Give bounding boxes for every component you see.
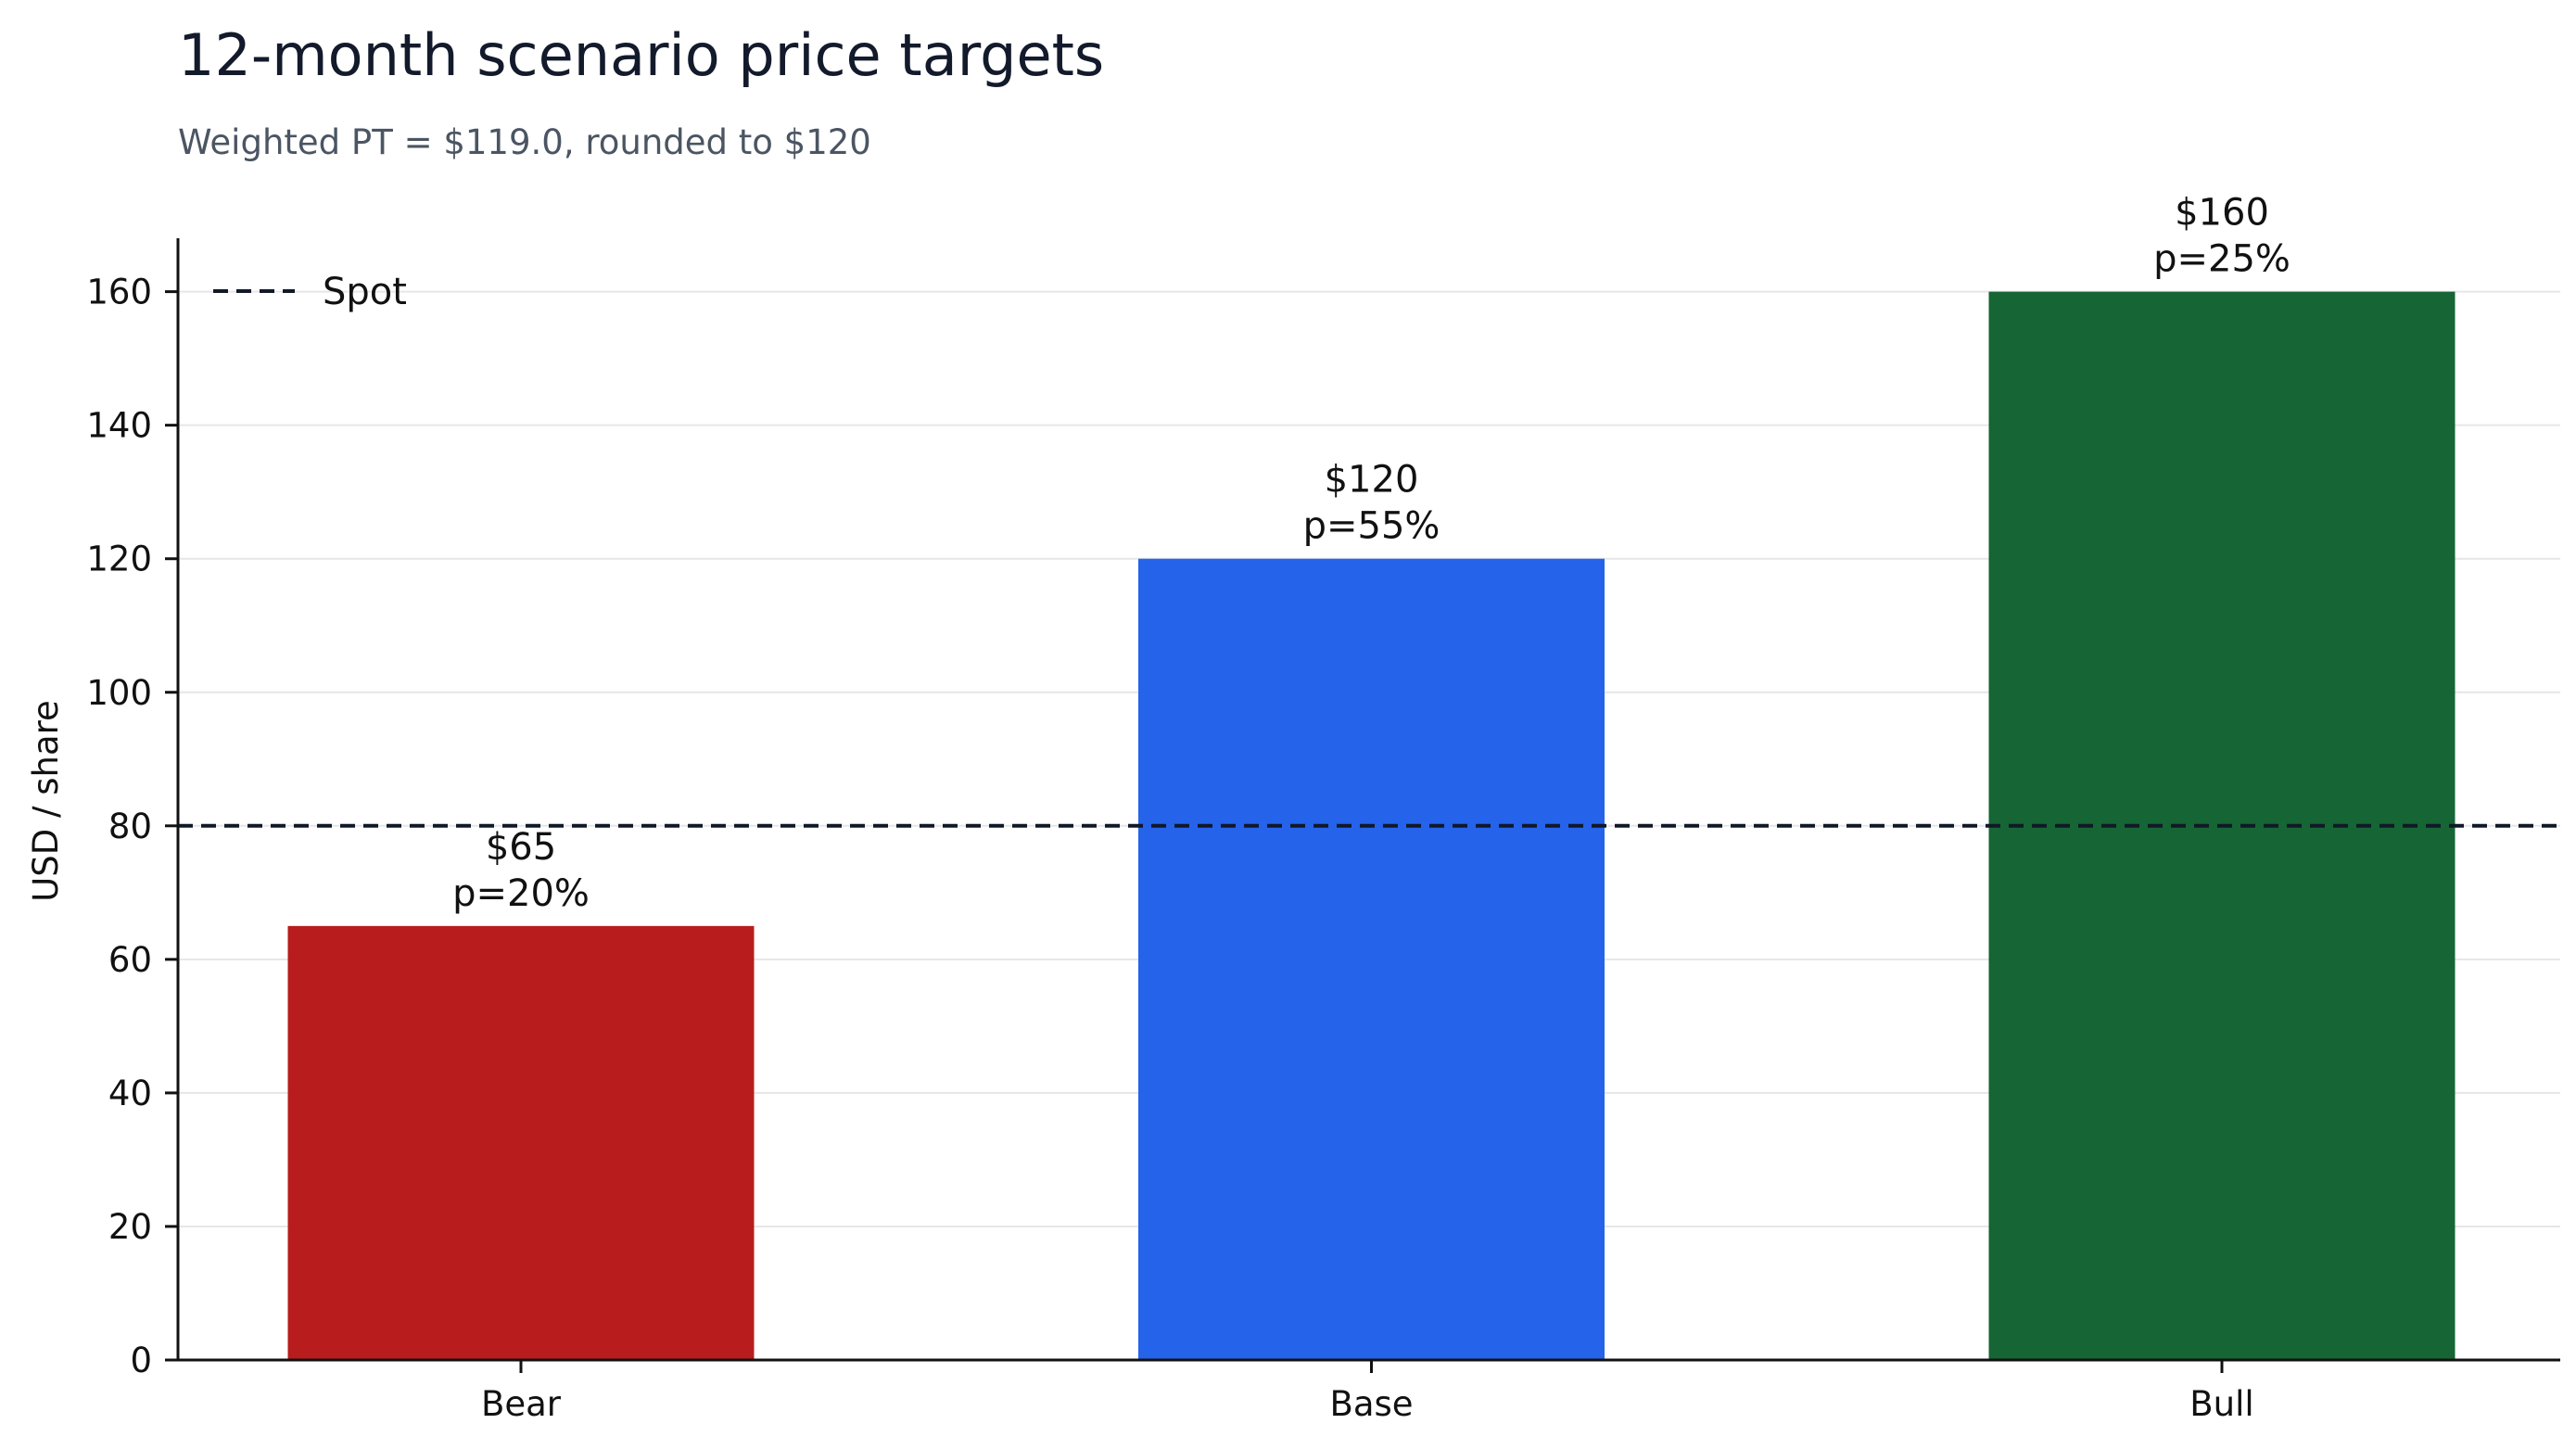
data-label-prob-bull: p=25% <box>2153 238 2290 281</box>
bars <box>287 291 2455 1361</box>
y-tick-label: 160 <box>86 273 152 312</box>
data-label-price-base: $120 <box>1325 459 1419 502</box>
chart-title: 12-month scenario price targets <box>178 21 1104 89</box>
x-tick-label-bear: Bear <box>481 1384 562 1424</box>
y-tick-label: 0 <box>130 1341 152 1380</box>
data-label-prob-bear: p=20% <box>452 872 590 915</box>
x-tick-label-base: Base <box>1329 1384 1413 1424</box>
bar-bear <box>287 925 755 1360</box>
data-label-prob-base: p=55% <box>1303 505 1440 548</box>
x-tick-label-bull: Bull <box>2189 1384 2253 1424</box>
bar-base <box>1138 558 1605 1360</box>
y-tick-label: 140 <box>86 406 152 446</box>
y-tick-label: 20 <box>108 1207 152 1247</box>
x-ticks: Bear Base Bull <box>481 1360 2254 1424</box>
legend-label-spot: Spot <box>323 271 407 313</box>
y-tick-label: 40 <box>108 1074 152 1113</box>
data-label-price-bull: $160 <box>2175 192 2269 235</box>
y-tick-label: 60 <box>108 940 152 980</box>
legend: Spot <box>213 271 407 313</box>
y-ticks: 0 20 40 60 80 100 120 140 160 <box>86 273 178 1380</box>
y-tick-label: 120 <box>86 540 152 579</box>
data-label-price-bear: $65 <box>486 826 556 869</box>
y-axis-label: USD / share <box>26 700 66 902</box>
y-tick-label: 100 <box>86 673 152 713</box>
chart-subtitle: Weighted PT = $119.0, rounded to $120 <box>178 122 871 162</box>
y-tick-label: 80 <box>108 807 152 846</box>
